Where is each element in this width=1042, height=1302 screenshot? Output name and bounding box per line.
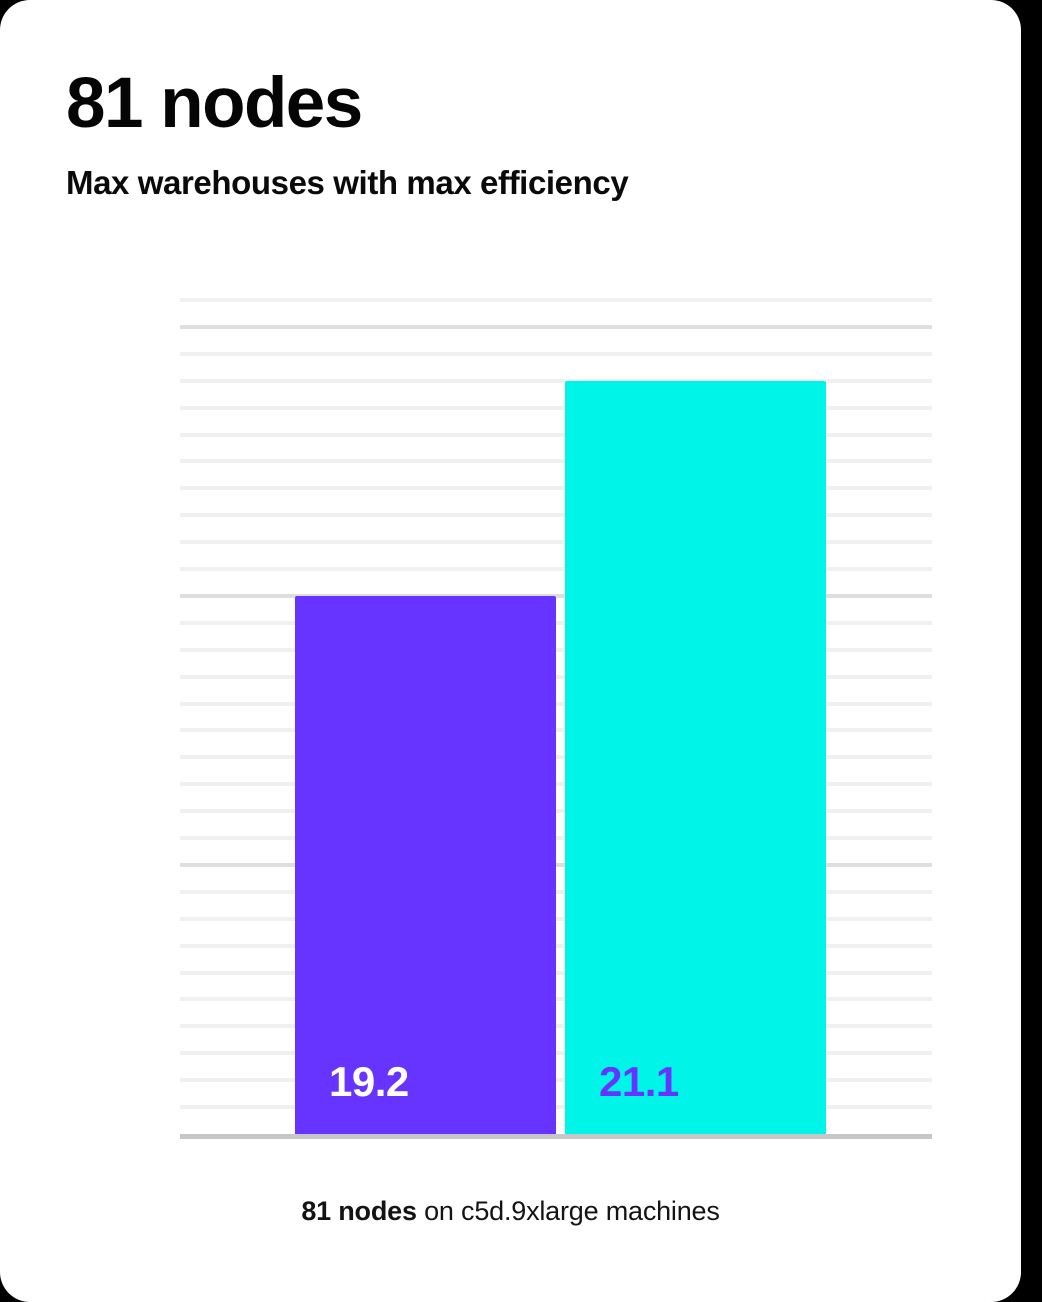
- chart-subtitle: Max warehouses with max efficiency: [66, 164, 629, 201]
- chart-card: 81 nodes Max warehouses with max efficie…: [0, 0, 1021, 1302]
- gridline: [180, 674, 932, 679]
- page-title: 81 nodes: [66, 64, 363, 143]
- gridline: [180, 647, 932, 652]
- gridline: [180, 782, 932, 787]
- gridline: [180, 405, 932, 410]
- gridline: [180, 755, 932, 760]
- gridline: [180, 1105, 932, 1110]
- gridline: [180, 513, 932, 518]
- gridline: [180, 728, 932, 733]
- chart-caption: 81 nodes on c5d.9xlarge machines: [0, 1196, 1021, 1227]
- gridline: [180, 567, 932, 572]
- plot-area: 150000100000500000 19.221.1: [180, 298, 932, 1139]
- chart-caption-bold: 81 nodes: [301, 1196, 417, 1226]
- axis-baseline: [180, 1134, 932, 1139]
- chart-caption-rest: on c5d.9xlarge machines: [416, 1196, 720, 1226]
- gridline: [180, 620, 932, 625]
- bar[interactable]: 19.2: [295, 595, 556, 1134]
- gridline: [180, 378, 932, 383]
- gridline: [180, 540, 932, 545]
- bar-value-label: 19.2: [329, 1058, 409, 1105]
- gridline: [180, 459, 932, 464]
- gridline: [180, 298, 932, 302]
- gridline: [180, 486, 932, 491]
- chart-header: 81 nodes Max warehouses with max efficie…: [66, 68, 966, 201]
- gridline: [180, 1051, 932, 1056]
- gridline: [180, 701, 932, 706]
- gridline: [180, 943, 932, 948]
- gridline: [180, 432, 932, 437]
- gridline: [180, 1024, 932, 1029]
- gridline: [180, 889, 932, 894]
- gridline: [180, 836, 932, 841]
- gridline: [180, 593, 932, 598]
- bar-value-label: 21.1: [599, 1058, 679, 1105]
- gridline: [180, 351, 932, 356]
- gridline: [180, 997, 932, 1002]
- gridline: [180, 916, 932, 921]
- bar[interactable]: 21.1: [565, 380, 826, 1134]
- gridline: [180, 970, 932, 975]
- gridline: [180, 324, 932, 329]
- gridline: [180, 809, 932, 814]
- gridline: [180, 1078, 932, 1083]
- gridline: [180, 862, 932, 867]
